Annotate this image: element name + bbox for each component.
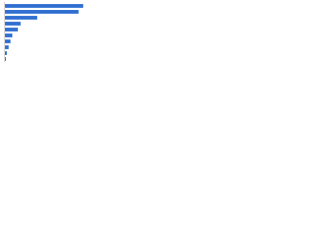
chart [4,2,84,62]
bar [5,51,7,56]
bar [5,45,9,50]
bar [5,21,21,26]
bar [5,4,84,8]
bar [5,57,6,61]
bar [5,33,13,38]
bar [5,15,38,20]
bar [5,27,18,32]
bar [5,39,11,44]
bar [5,9,79,14]
